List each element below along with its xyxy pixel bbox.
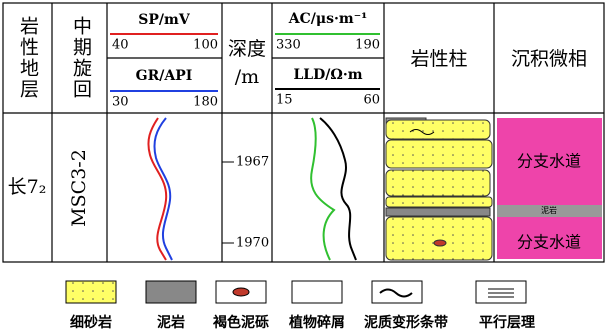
legend-label: 泥岩: [157, 314, 185, 331]
header-stratigraphy: 岩性地层: [17, 16, 39, 100]
ac-right: 190: [355, 38, 380, 53]
facies-label: 分支水道: [517, 152, 581, 171]
legend-label: 褐色泥砾: [212, 314, 269, 331]
gr-label: GR/API: [136, 68, 193, 84]
lithology-column: [385, 117, 493, 261]
header-lithology: 岩性柱: [410, 48, 467, 70]
facies-label: 分支水道: [517, 233, 581, 252]
legend-label: 平行层理: [479, 314, 535, 331]
sp-left: 40: [112, 38, 129, 53]
legend-label: 泥质变形条带: [364, 314, 448, 331]
lld-right: 60: [363, 93, 380, 108]
legend: [65, 280, 527, 304]
facies-column: [497, 118, 602, 259]
lld-left: 15: [276, 93, 293, 108]
ac-label: AC/μs·m⁻¹: [288, 11, 367, 27]
sp-right: 100: [193, 38, 218, 53]
lld-label: LLD/Ω·m: [293, 67, 362, 83]
body-cycle: MSC3-2: [68, 149, 90, 227]
depth-label: 1967: [236, 155, 269, 170]
header-cycle: 中期旋回: [70, 16, 92, 100]
legend-label: 细砂岩: [70, 314, 112, 331]
depth-label: 1970: [236, 236, 269, 251]
legend-label: 植物碎屑: [288, 314, 345, 331]
gr-left: 30: [112, 95, 129, 110]
log-curves: [147, 117, 357, 261]
gr-right: 180: [193, 95, 218, 110]
header-facies: 沉积微相: [511, 48, 587, 70]
depth-title: 深度: [228, 38, 266, 60]
sp-label: SP/mV: [138, 12, 191, 28]
table-frame: [2, 2, 605, 263]
body-stratigraphy: 长7₂: [8, 176, 47, 198]
depth-unit: /m: [235, 66, 259, 88]
facies-label: 泥岩: [541, 205, 557, 215]
ac-left: 330: [276, 38, 301, 53]
